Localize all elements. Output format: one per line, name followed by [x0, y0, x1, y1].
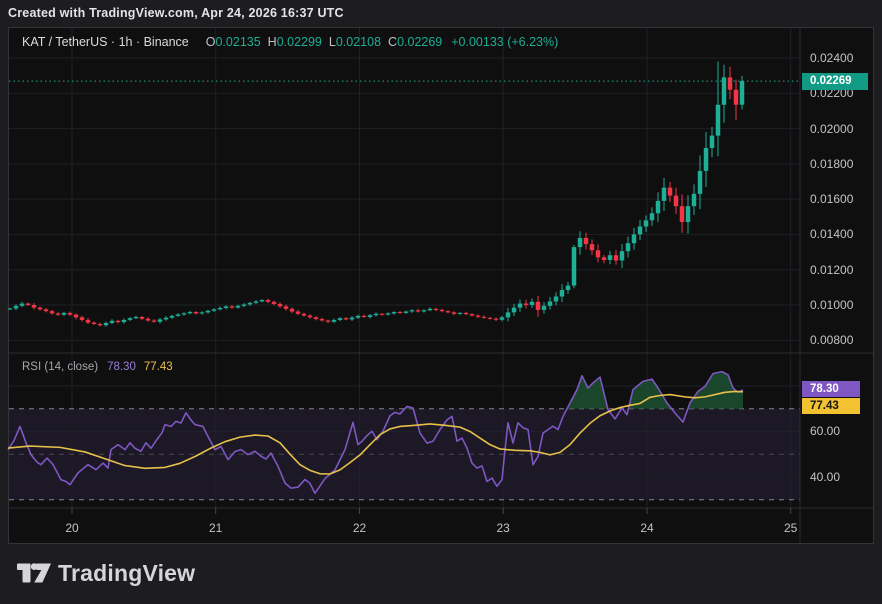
rsi-axis-label: 60.00 — [810, 424, 841, 439]
rsi-title: RSI (14, close) — [22, 361, 99, 373]
time-axis-label: 25 — [784, 521, 798, 535]
low-value: 0.02108 — [335, 35, 382, 49]
rsi-ma-value: 77.43 — [143, 361, 173, 373]
rsi-ma-value-badge: 77.43 — [802, 398, 860, 414]
high-label: H — [267, 35, 277, 49]
symbol-legend[interactable]: KAT / TetherUS · 1h · Binance O0.02135 H0.… — [22, 35, 558, 49]
price-axis-label: 0.01800 — [810, 156, 854, 171]
rsi-legend[interactable]: RSI (14, close) 78.30 77.43 — [22, 361, 173, 373]
rsi-value-badge: 78.30 — [802, 381, 860, 397]
price-axis-label: 0.01400 — [810, 227, 854, 242]
price-axis-label: 0.02000 — [810, 121, 854, 136]
time-axis-label: 20 — [65, 521, 79, 535]
current-price-badge: 0.02269 — [802, 72, 868, 90]
tradingview-wordmark: TradingView — [58, 560, 196, 586]
price-axis[interactable]: 0.02400 0.02200 0.02000 0.01800 0.01600 0.014… — [801, 28, 873, 543]
high-value: 0.02299 — [276, 35, 322, 49]
close-value: 0.02269 — [397, 35, 443, 49]
rsi-axis-label: 40.00 — [810, 469, 841, 484]
low-label: L — [328, 35, 336, 49]
rsi-value: 78.30 — [107, 361, 136, 373]
close-label: C — [388, 35, 398, 49]
price-axis-label: 0.00800 — [810, 333, 854, 348]
credit-line: Created with TradingView.com, Apr 24, 20… — [8, 6, 344, 20]
open-label: O — [205, 35, 216, 49]
price-axis-label: 0.02200 — [810, 86, 854, 101]
price-axis-label: 0.01600 — [810, 192, 854, 207]
price-axis-label: 0.01000 — [810, 297, 854, 312]
footer-branding: TradingView — [17, 560, 195, 587]
change-value: +0.00133 (+6.23%) — [451, 35, 559, 49]
time-axis-label: 21 — [209, 521, 223, 535]
price-axis-label: 0.02400 — [810, 51, 854, 65]
tradingview-logo-icon — [17, 562, 51, 582]
chart-widget — [8, 27, 874, 544]
time-axis-label: 23 — [496, 521, 510, 535]
time-axis[interactable]: 20 21 22 23 24 25 — [9, 508, 800, 543]
price-axis-label: 0.01200 — [810, 262, 854, 277]
symbol-title: KAT / TetherUS · 1h · Binance — [22, 35, 189, 49]
time-axis-label: 22 — [352, 521, 367, 535]
open-value: 0.02135 — [215, 35, 261, 49]
time-axis-label: 24 — [640, 521, 654, 535]
